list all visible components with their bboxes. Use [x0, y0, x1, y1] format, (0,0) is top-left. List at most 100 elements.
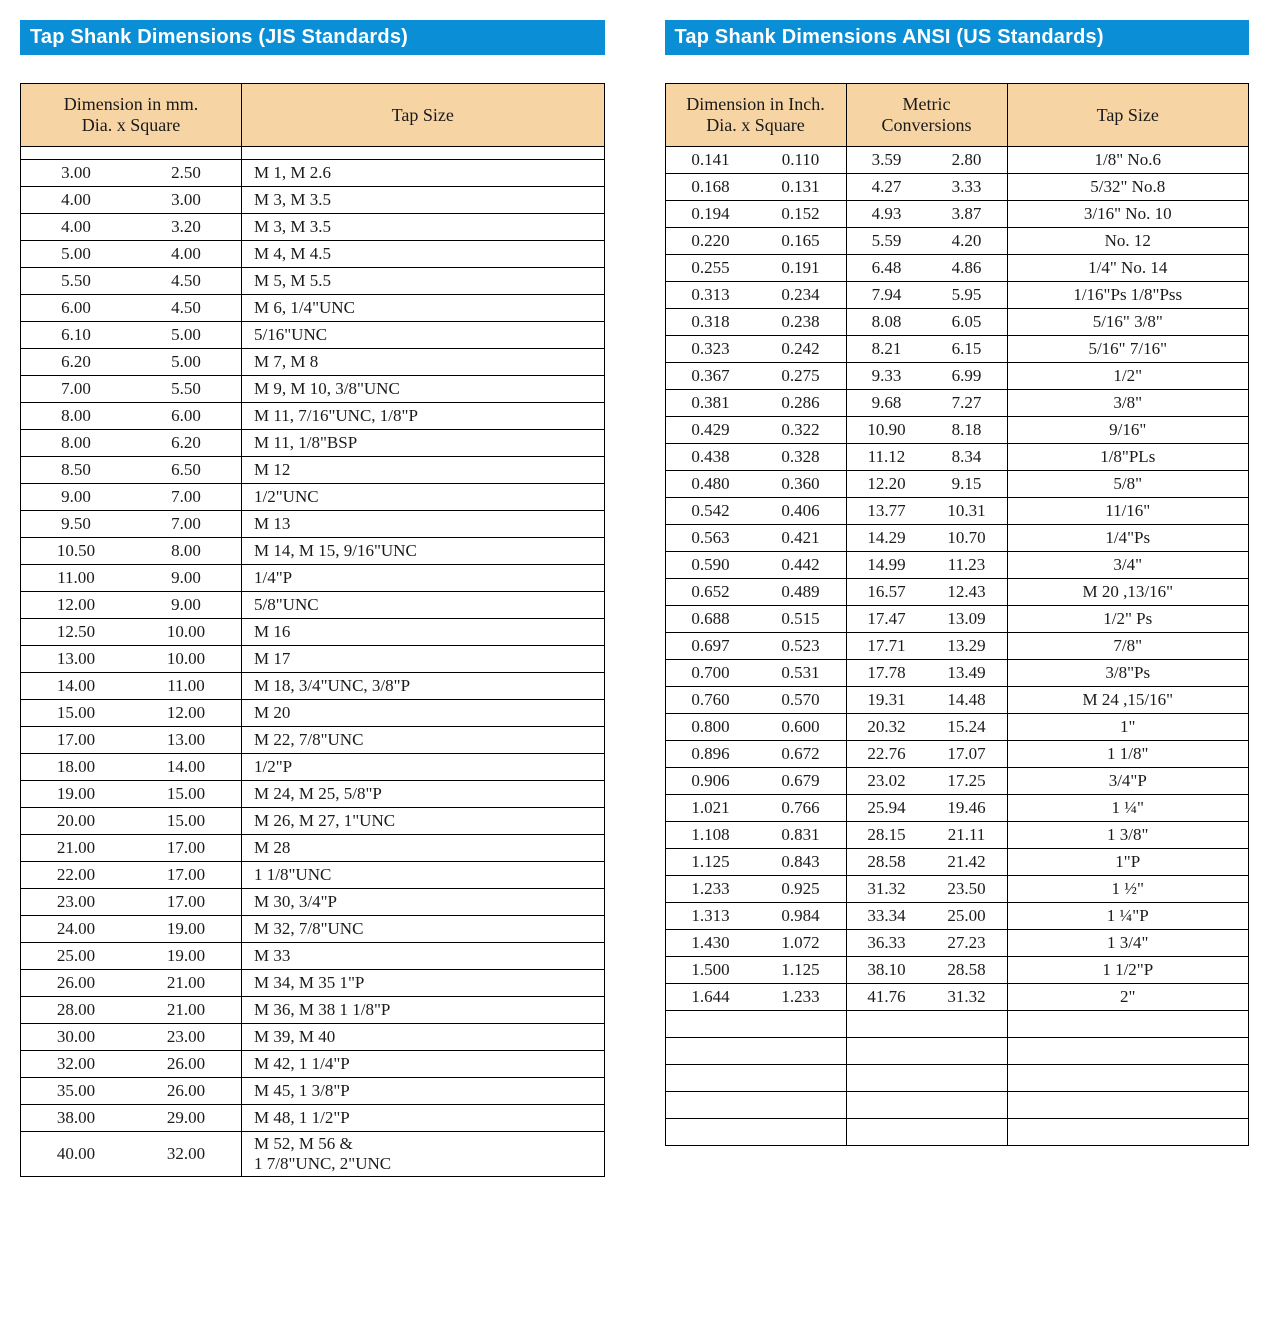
jis-dim-cell: 22.00: [21, 862, 132, 889]
ansi-inch-cell: 0.984: [756, 903, 847, 930]
table-row: 6.205.00M 7, M 8: [21, 349, 605, 376]
table-row: 0.5900.44214.9911.233/4": [665, 552, 1249, 579]
ansi-metric-cell: 3.33: [927, 174, 1008, 201]
ansi-inch-cell: 1.108: [665, 822, 756, 849]
ansi-metric-cell: 23.50: [927, 876, 1008, 903]
jis-dim-cell: 9.00: [21, 484, 132, 511]
table-row: 15.0012.00M 20: [21, 700, 605, 727]
table-row: 26.0021.00M 34, M 35 1"P: [21, 970, 605, 997]
ansi-metric-cell: [927, 1011, 1008, 1038]
ansi-inch-cell: 0.760: [665, 687, 756, 714]
ansi-tap-cell: 2": [1007, 984, 1249, 1011]
ansi-tap-cell: 3/8"Ps: [1007, 660, 1249, 687]
ansi-inch-cell: [665, 1119, 756, 1146]
table-row: 0.2200.1655.594.20No. 12: [665, 228, 1249, 255]
ansi-tap-cell: 1 1/8": [1007, 741, 1249, 768]
jis-tap-cell: M 18, 3/4"UNC, 3/8"P: [242, 673, 605, 700]
ansi-metric-cell: 27.23: [927, 930, 1008, 957]
table-row: 1.0210.76625.9419.461 ¼": [665, 795, 1249, 822]
jis-tap-cell: M 12: [242, 457, 605, 484]
table-row: 0.3130.2347.945.951/16"Ps 1/8"Pss: [665, 282, 1249, 309]
ansi-inch-cell: [756, 1065, 847, 1092]
ansi-inch-cell: [665, 1092, 756, 1119]
jis-tap-cell: 1/4"P: [242, 565, 605, 592]
table-row: 1.6441.23341.7631.322": [665, 984, 1249, 1011]
table-row: 13.0010.00M 17: [21, 646, 605, 673]
table-row: 11.009.001/4"P: [21, 565, 605, 592]
ansi-inch-cell: [665, 1011, 756, 1038]
jis-header-dim: Dimension in mm.Dia. x Square: [21, 84, 242, 147]
ansi-tap-cell: 1 3/4": [1007, 930, 1249, 957]
jis-dim-cell: 10.00: [131, 619, 242, 646]
table-row: 20.0015.00M 26, M 27, 1"UNC: [21, 808, 605, 835]
ansi-metric-cell: 22.76: [846, 741, 927, 768]
jis-dim-cell: 8.00: [131, 538, 242, 565]
table-row: 17.0013.00M 22, 7/8"UNC: [21, 727, 605, 754]
jis-dim-cell: 8.50: [21, 457, 132, 484]
jis-tap-cell: M 39, M 40: [242, 1024, 605, 1051]
table-row: 21.0017.00M 28: [21, 835, 605, 862]
jis-dim-cell: 21.00: [131, 997, 242, 1024]
table-row: 6.105.005/16"UNC: [21, 322, 605, 349]
ansi-inch-cell: [756, 1119, 847, 1146]
table-row: 9.007.001/2"UNC: [21, 484, 605, 511]
ansi-column: Tap Shank Dimensions ANSI (US Standards)…: [665, 20, 1250, 1146]
ansi-tap-cell: 1"P: [1007, 849, 1249, 876]
jis-dim-cell: 21.00: [131, 970, 242, 997]
ansi-inch-cell: 0.152: [756, 201, 847, 228]
ansi-inch-cell: 0.480: [665, 471, 756, 498]
jis-dim-cell: 10.50: [21, 538, 132, 565]
jis-dim-cell: 8.00: [21, 403, 132, 430]
ansi-metric-cell: 14.48: [927, 687, 1008, 714]
jis-dim-cell: 12.50: [21, 619, 132, 646]
table-row: 1.2330.92531.3223.501 ½": [665, 876, 1249, 903]
jis-dim-cell: 9.00: [131, 592, 242, 619]
jis-dim-cell: 14.00: [131, 754, 242, 781]
jis-dim-cell: 32.00: [131, 1132, 242, 1177]
ansi-metric-cell: 28.58: [846, 849, 927, 876]
jis-tap-cell: M 6, 1/4"UNC: [242, 295, 605, 322]
ansi-tap-cell: 1/2": [1007, 363, 1249, 390]
ansi-inch-cell: 0.906: [665, 768, 756, 795]
page: Tap Shank Dimensions (JIS Standards) Dim…: [20, 20, 1249, 1177]
ansi-metric-cell: 28.58: [927, 957, 1008, 984]
jis-dim-cell: 30.00: [21, 1024, 132, 1051]
ansi-metric-cell: 17.78: [846, 660, 927, 687]
jis-tap-cell: M 16: [242, 619, 605, 646]
ansi-metric-cell: 6.05: [927, 309, 1008, 336]
ansi-metric-cell: 4.86: [927, 255, 1008, 282]
jis-dim-cell: 15.00: [131, 781, 242, 808]
table-row: 14.0011.00M 18, 3/4"UNC, 3/8"P: [21, 673, 605, 700]
ansi-inch-cell: 0.141: [665, 147, 756, 174]
jis-tap-cell: M 3, M 3.5: [242, 187, 605, 214]
ansi-metric-cell: 36.33: [846, 930, 927, 957]
table-row: 0.3670.2759.336.991/2": [665, 363, 1249, 390]
ansi-inch-cell: 0.563: [665, 525, 756, 552]
jis-dim-cell: 21.00: [21, 835, 132, 862]
jis-dim-cell: 19.00: [131, 916, 242, 943]
table-row: 0.3180.2388.086.055/16" 3/8": [665, 309, 1249, 336]
ansi-tap-cell: 1/8" No.6: [1007, 147, 1249, 174]
table-row: 0.3230.2428.216.155/16" 7/16": [665, 336, 1249, 363]
jis-dim-cell: 26.00: [131, 1078, 242, 1105]
jis-tap-cell: M 7, M 8: [242, 349, 605, 376]
ansi-metric-cell: 9.68: [846, 390, 927, 417]
table-row: 0.7000.53117.7813.493/8"Ps: [665, 660, 1249, 687]
jis-dim-cell: 5.50: [131, 376, 242, 403]
ansi-tap-cell: [1007, 1065, 1249, 1092]
jis-tap-cell: M 17: [242, 646, 605, 673]
ansi-metric-cell: 6.99: [927, 363, 1008, 390]
ansi-tap-cell: 11/16": [1007, 498, 1249, 525]
table-row: [665, 1119, 1249, 1146]
table-row: 0.8000.60020.3215.241": [665, 714, 1249, 741]
ansi-inch-cell: [665, 1038, 756, 1065]
ansi-metric-cell: 3.59: [846, 147, 927, 174]
jis-dim-cell: 6.00: [21, 295, 132, 322]
ansi-inch-cell: 0.600: [756, 714, 847, 741]
ansi-tap-cell: 1/16"Ps 1/8"Pss: [1007, 282, 1249, 309]
ansi-metric-cell: 25.94: [846, 795, 927, 822]
jis-dim-cell: 4.00: [131, 241, 242, 268]
jis-dim-cell: 8.00: [21, 430, 132, 457]
table-row: 0.3810.2869.687.273/8": [665, 390, 1249, 417]
ansi-metric-cell: 38.10: [846, 957, 927, 984]
